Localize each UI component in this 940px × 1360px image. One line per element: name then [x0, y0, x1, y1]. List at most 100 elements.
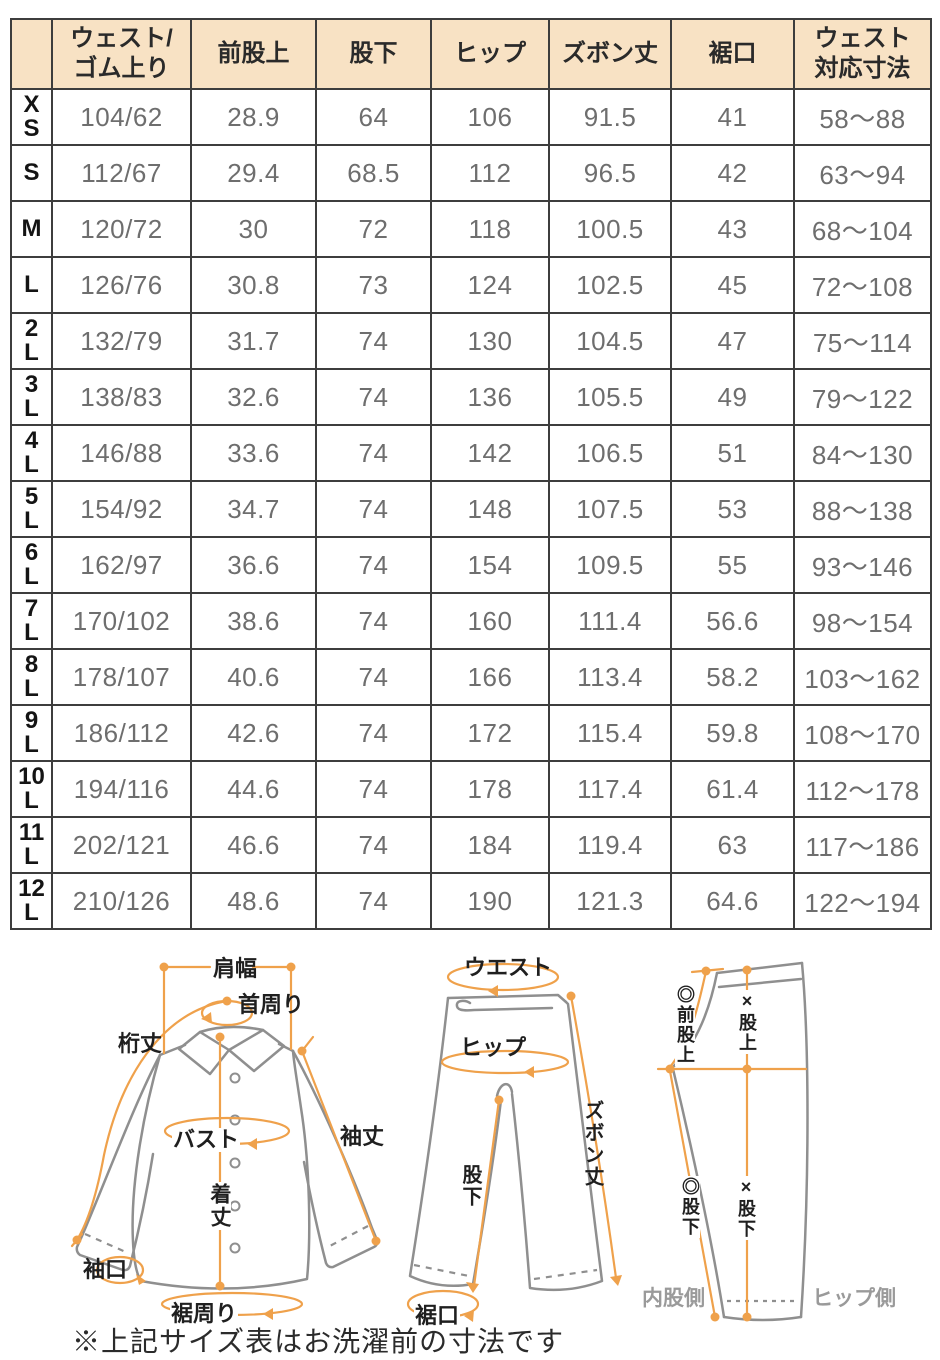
measurement-cell: 154/92: [51, 480, 192, 538]
measurement-cell: 33.6: [190, 424, 317, 482]
measurement-cell: 146/88: [51, 424, 192, 482]
table-row: 9 L 186/112 42.6 74 172 115.4 59.8 108〜170: [10, 704, 932, 762]
column-header-4: ヒップ: [430, 18, 550, 90]
measurement-cell: 119.4: [548, 816, 672, 874]
measurement-cell: 112: [430, 144, 550, 202]
column-header-2: 前股上: [190, 18, 317, 90]
inner-side-label: 内股側: [642, 1287, 705, 1310]
size-label: 2 L: [10, 312, 53, 370]
measurement-cell: 41: [670, 88, 795, 146]
measurement-cell: 36.6: [190, 536, 317, 594]
measurement-cell: 58.2: [670, 648, 795, 706]
measurement-cell: 74: [315, 424, 432, 482]
measurement-cell: 74: [315, 592, 432, 650]
measurement-cell: 154: [430, 536, 550, 594]
measurement-cell: 160: [430, 592, 550, 650]
inseam-curve-label: ◎股下: [680, 1176, 700, 1238]
measurement-cell: 122〜194: [793, 872, 932, 930]
measurement-cell: 112/67: [51, 144, 192, 202]
measurement-cell: 107.5: [548, 480, 672, 538]
size-label: 7 L: [10, 592, 53, 650]
inseam-straight-label: ×股下: [736, 1176, 756, 1240]
measurement-cell: 178/107: [51, 648, 192, 706]
measurement-cell: 91.5: [548, 88, 672, 146]
size-label: M: [10, 200, 53, 258]
measurement-cell: 68〜104: [793, 200, 932, 258]
size-label: S: [10, 144, 53, 202]
pants-front-drawing: [406, 962, 622, 1322]
measurement-cell: 118: [430, 200, 550, 258]
measurement-cell: 184: [430, 816, 550, 874]
measurement-cell: 104.5: [548, 312, 672, 370]
table-row: 4 L 146/88 33.6 74 142 106.5 51 84〜130: [10, 424, 932, 482]
table-row: S 112/67 29.4 68.5 112 96.5 42 63〜94: [10, 144, 932, 202]
measurement-cell: 28.9: [190, 88, 317, 146]
pre-wash-note: ※上記サイズ表はお洗濯前の寸法です: [72, 1326, 565, 1357]
table-row: 5 L 154/92 34.7 74 148 107.5 53 88〜138: [10, 480, 932, 538]
measurement-cell: 38.6: [190, 592, 317, 650]
measurement-cell: 96.5: [548, 144, 672, 202]
measurement-cell: 56.6: [670, 592, 795, 650]
measurement-cell: 42.6: [190, 704, 317, 762]
table-row: X S 104/62 28.9 64 106 91.5 41 58〜88: [10, 88, 932, 146]
measurement-cell: 84〜130: [793, 424, 932, 482]
measurement-cell: 74: [315, 872, 432, 930]
measurement-cell: 74: [315, 312, 432, 370]
table-row: 3 L 138/83 32.6 74 136 105.5 49 79〜122: [10, 368, 932, 426]
neck-around-label: 首周り: [238, 992, 305, 1017]
measurement-cell: 59.8: [670, 704, 795, 762]
measurement-cell: 100.5: [548, 200, 672, 258]
measurement-cell: 63〜94: [793, 144, 932, 202]
measurement-cell: 45: [670, 256, 795, 314]
measurement-cell: 106.5: [548, 424, 672, 482]
rise-label: ×股上: [737, 990, 757, 1054]
measurement-cell: 194/116: [51, 760, 192, 818]
measurement-cell: 44.6: [190, 760, 317, 818]
size-label: 6 L: [10, 536, 53, 594]
measurement-cell: 74: [315, 536, 432, 594]
measurement-cell: 103〜162: [793, 648, 932, 706]
hem-opening-label: 裾口: [414, 1303, 461, 1328]
measurement-cell: 46.6: [190, 816, 317, 874]
measurement-cell: 64.6: [670, 872, 795, 930]
measurement-cell: 34.7: [190, 480, 317, 538]
measurement-cell: 98〜154: [793, 592, 932, 650]
front-rise-label: ◎前股上: [675, 984, 695, 1066]
measurement-cell: 30: [190, 200, 317, 258]
table-row: 11 L 202/121 46.6 74 184 119.4 63 117〜186: [10, 816, 932, 874]
measurement-cell: 170/102: [51, 592, 192, 650]
measurement-cell: 29.4: [190, 144, 317, 202]
measurement-cell: 108〜170: [793, 704, 932, 762]
measurement-cell: 74: [315, 760, 432, 818]
measurement-cell: 115.4: [548, 704, 672, 762]
measurement-cell: 51: [670, 424, 795, 482]
measurement-cell: 117.4: [548, 760, 672, 818]
measurement-cell: 126/76: [51, 256, 192, 314]
table-row: 6 L 162/97 36.6 74 154 109.5 55 93〜146: [10, 536, 932, 594]
measurement-cell: 148: [430, 480, 550, 538]
cuff-opening-label: 袖口: [83, 1257, 128, 1282]
corner-header: [10, 18, 53, 90]
sleeve-length-label: 袖丈: [340, 1124, 385, 1149]
measurement-cell: 73: [315, 256, 432, 314]
measurement-cell: 74: [315, 368, 432, 426]
measurement-cell: 138/83: [51, 368, 192, 426]
measurement-cell: 104/62: [51, 88, 192, 146]
size-label: 11 L: [10, 816, 53, 874]
measurement-cell: 74: [315, 816, 432, 874]
measurement-cell: 88〜138: [793, 480, 932, 538]
size-table: ウェスト/ ゴム上り 前股上 股下 ヒップ ズボン丈 裾口 ウェスト 対応寸法 X S 104…: [10, 18, 932, 930]
hip-label: ヒップ: [460, 1035, 527, 1060]
measurement-cell: 75〜114: [793, 312, 932, 370]
measurement-cell: 30.8: [190, 256, 317, 314]
measurement-cell: 142: [430, 424, 550, 482]
size-label: 3 L: [10, 368, 53, 426]
measurement-cell: 74: [315, 648, 432, 706]
measurement-cell: 162/97: [51, 536, 192, 594]
measurement-cell: 72: [315, 200, 432, 258]
measurement-cell: 31.7: [190, 312, 317, 370]
body-length-label: 着丈: [208, 1182, 231, 1230]
column-header-5: ズボン丈: [548, 18, 672, 90]
measurement-cell: 72〜108: [793, 256, 932, 314]
measurement-cell: 111.4: [548, 592, 672, 650]
